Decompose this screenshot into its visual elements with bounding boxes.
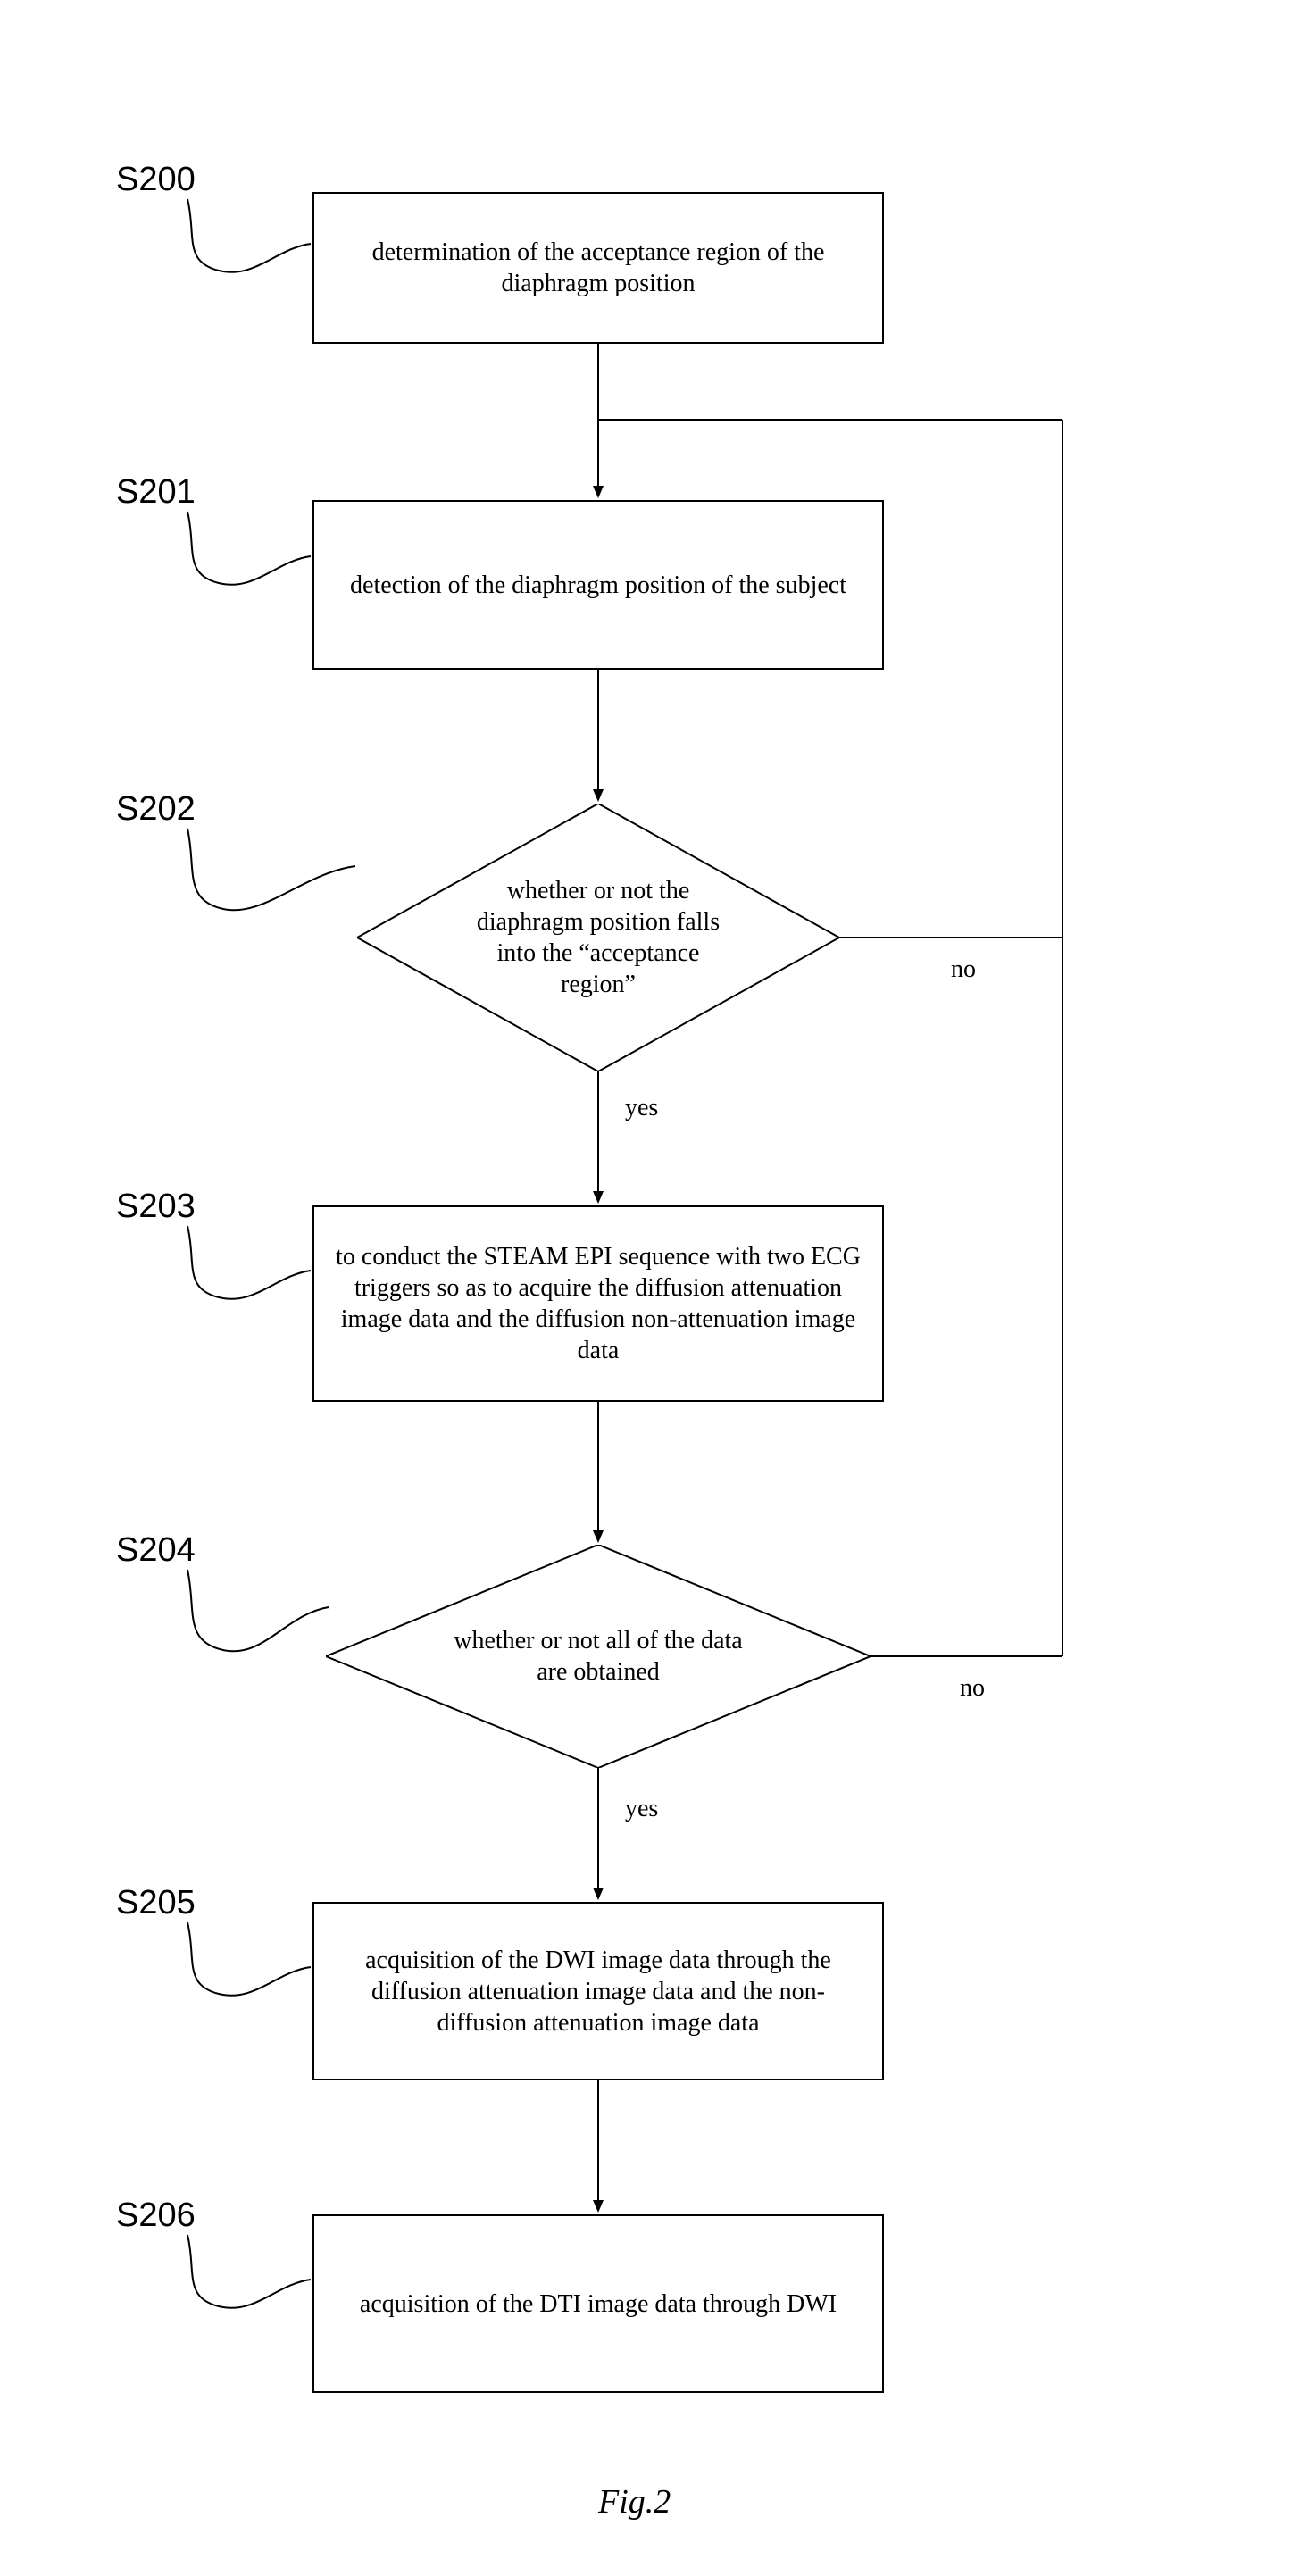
edge-label-yes-2: yes (625, 1795, 658, 1823)
edge-label-no-2: no (960, 1674, 985, 1703)
flowchart-canvas: S200 S201 S202 S203 S204 S205 S206 deter… (0, 0, 1300, 2576)
figure-caption: Fig.2 (598, 2482, 671, 2522)
arrows-layer (0, 0, 1300, 2576)
edge-label-no-1: no (951, 955, 976, 984)
edge-label-yes-1: yes (625, 1094, 658, 1122)
